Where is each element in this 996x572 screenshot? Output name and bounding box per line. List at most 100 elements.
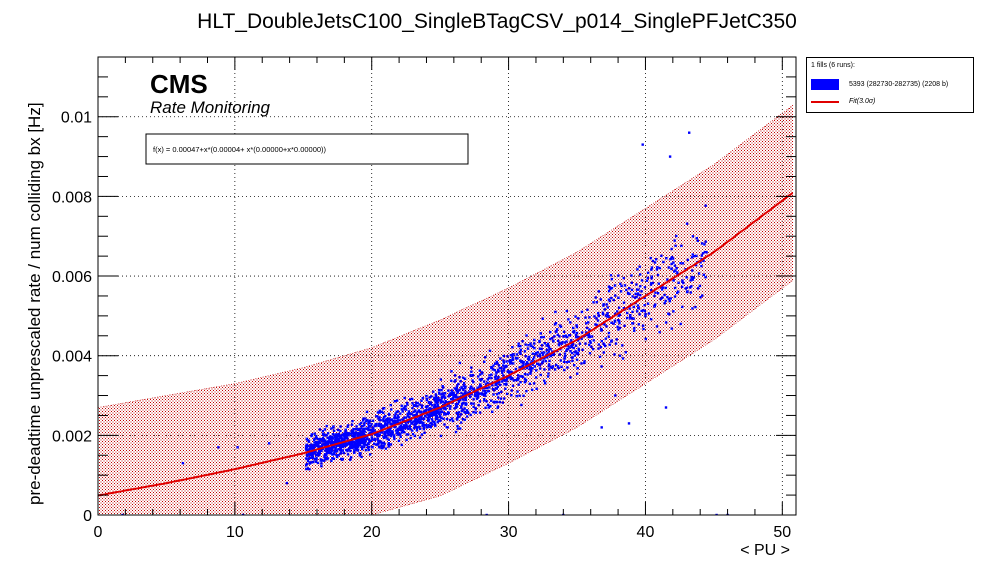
data-point	[461, 417, 465, 421]
data-point	[543, 368, 546, 371]
data-point	[462, 384, 465, 387]
data-point	[469, 395, 472, 399]
data-point	[502, 367, 506, 371]
data-point	[317, 437, 320, 441]
data-point	[358, 423, 361, 426]
data-point	[326, 457, 330, 460]
data-point	[543, 357, 546, 360]
data-point	[477, 403, 480, 407]
data-point	[353, 449, 356, 452]
data-point	[363, 430, 367, 433]
data-point	[673, 295, 677, 298]
data-point	[368, 438, 371, 442]
data-point-outlier	[641, 143, 644, 146]
data-point	[483, 380, 486, 383]
data-point	[389, 422, 393, 426]
data-point	[703, 250, 707, 254]
data-point	[367, 428, 371, 432]
data-point	[390, 434, 393, 438]
data-point	[428, 407, 431, 410]
data-point	[444, 412, 447, 416]
data-point	[406, 403, 409, 406]
data-point	[554, 310, 557, 314]
data-point	[531, 363, 534, 366]
data-point	[459, 427, 462, 430]
data-point	[411, 402, 414, 405]
data-point	[384, 431, 387, 434]
data-point	[673, 286, 677, 290]
data-point	[502, 369, 506, 372]
data-point	[406, 420, 410, 424]
data-point	[470, 370, 473, 373]
data-point	[413, 426, 416, 429]
data-point	[318, 445, 321, 448]
data-point	[460, 386, 463, 390]
data-point	[526, 373, 529, 376]
data-point	[497, 391, 501, 395]
data-point	[689, 286, 692, 289]
data-point	[428, 396, 431, 399]
data-point	[373, 437, 377, 441]
data-point	[326, 443, 329, 446]
data-point	[310, 433, 314, 436]
data-point	[701, 294, 704, 297]
data-point	[487, 403, 490, 406]
data-point	[403, 396, 406, 400]
data-point	[406, 412, 410, 416]
data-point	[602, 351, 605, 354]
data-point	[399, 412, 402, 415]
data-point	[368, 425, 372, 428]
data-point	[657, 282, 660, 285]
data-point	[416, 401, 419, 405]
data-point	[680, 285, 684, 289]
data-point	[319, 438, 323, 441]
axes	[97, 56, 797, 516]
data-point	[374, 423, 377, 426]
data-point	[429, 424, 432, 428]
data-point	[347, 432, 350, 435]
data-point	[701, 252, 705, 255]
data-point	[591, 348, 595, 351]
data-point	[573, 364, 576, 367]
data-point	[507, 376, 510, 379]
data-point	[470, 366, 473, 369]
data-point	[423, 431, 426, 434]
data-point	[315, 442, 319, 445]
plot-frame	[97, 56, 797, 516]
data-point	[470, 393, 473, 396]
data-point	[378, 409, 381, 412]
data-point	[597, 314, 600, 318]
data-point	[336, 444, 339, 447]
data-point	[397, 439, 401, 442]
data-point	[506, 370, 509, 373]
data-point	[463, 392, 466, 395]
data-point	[610, 286, 614, 290]
data-point	[355, 446, 358, 449]
y-axis-label: pre-deadtime unprescaled rate / num coll…	[25, 102, 44, 505]
data-point	[407, 410, 411, 413]
data-point	[664, 321, 668, 324]
data-point	[638, 265, 641, 268]
data-point	[613, 353, 616, 356]
data-point	[516, 377, 519, 380]
data-point	[503, 379, 506, 382]
data-point	[595, 301, 598, 304]
data-point-outlier	[121, 513, 124, 515]
data-point	[425, 394, 428, 398]
data-point	[426, 417, 430, 420]
data-point	[349, 458, 352, 461]
data-point	[509, 361, 512, 365]
data-point	[318, 449, 322, 452]
data-point	[505, 365, 508, 368]
data-point	[700, 264, 703, 268]
data-point	[452, 393, 456, 396]
data-point	[378, 422, 381, 425]
data-point	[358, 438, 361, 441]
data-point	[307, 440, 311, 443]
data-point	[489, 399, 493, 402]
data-point	[600, 339, 603, 343]
data-point	[403, 416, 406, 419]
data-point	[450, 398, 453, 401]
data-point	[410, 422, 413, 425]
